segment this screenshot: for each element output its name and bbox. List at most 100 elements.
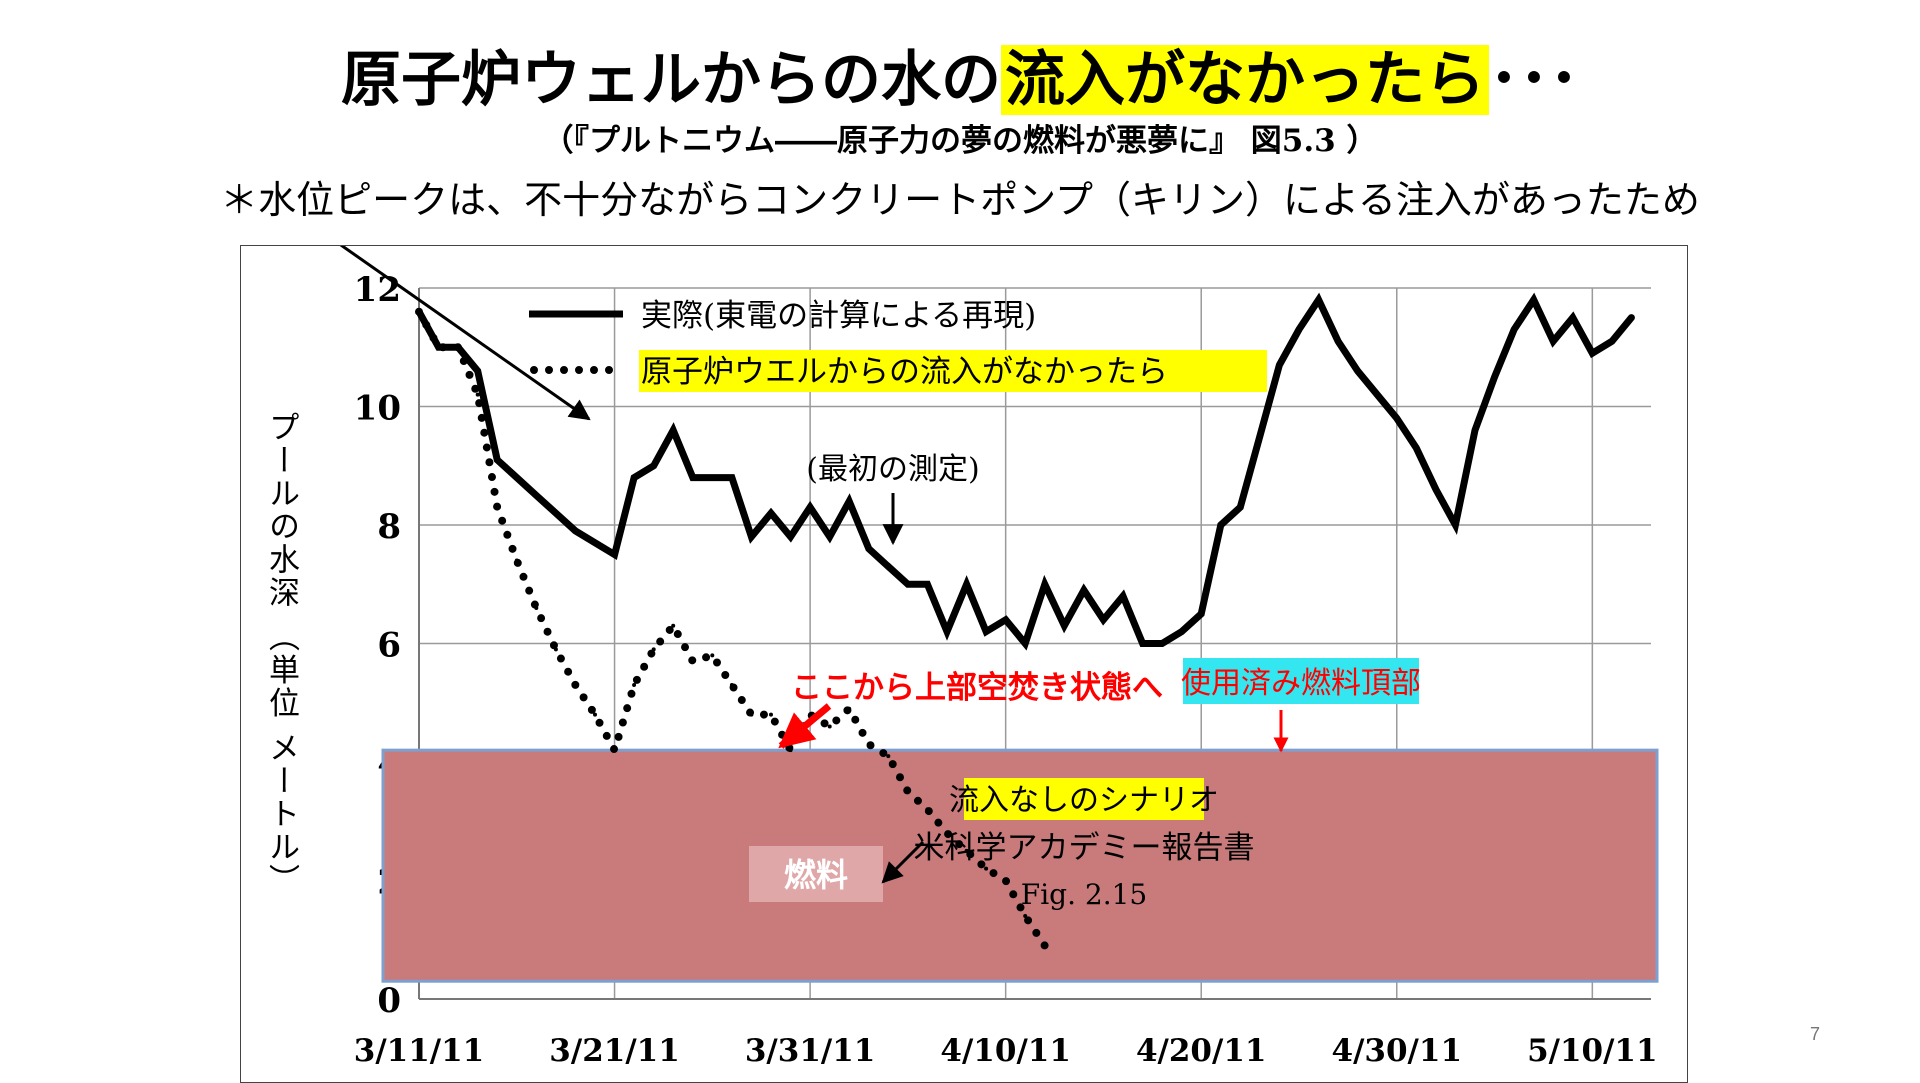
data-point (1023, 641, 1028, 646)
data-point (495, 505, 500, 510)
chart-frame: 0246810123/11/113/21/113/31/114/10/114/2… (240, 245, 1688, 1083)
data-point (1551, 339, 1556, 344)
data-point (1081, 588, 1086, 593)
data-point (593, 712, 597, 717)
fuel-top-highlight (1183, 658, 1419, 704)
y-axis-label: プールの水深 （単位 メートル） (263, 411, 300, 897)
data-point (456, 345, 461, 350)
data-point (1160, 641, 1165, 646)
data-point (984, 629, 989, 634)
data-point (808, 505, 813, 510)
peak-note-arrow (339, 246, 591, 421)
data-point (886, 754, 891, 759)
y-tick-label: 0 (377, 981, 401, 1021)
data-point (945, 831, 949, 836)
data-point (1570, 315, 1575, 320)
title-highlight: 流入がなかったら (1001, 45, 1489, 115)
data-point (1042, 582, 1047, 587)
data-point (1355, 369, 1360, 373)
data-point (1003, 878, 1008, 883)
data-point (945, 629, 949, 634)
data-point (1218, 523, 1223, 527)
data-point (514, 558, 519, 563)
data-point (671, 428, 676, 433)
data-point (964, 848, 969, 853)
fuel-label: 燃料 (784, 856, 848, 894)
data-point (1297, 327, 1301, 332)
data-point (1140, 641, 1145, 646)
data-point (866, 546, 871, 551)
data-point (573, 528, 578, 533)
data-point (886, 564, 891, 569)
data-point (749, 712, 754, 717)
data-point (690, 659, 695, 664)
slide-subtitle: （『プルトニウム――原子力の夢の燃料が悪夢に』 図5.3 ） (542, 123, 1378, 159)
data-point (436, 345, 441, 350)
data-point (710, 653, 715, 658)
x-tick-label: 3/11/11 (354, 1033, 485, 1069)
data-point (729, 475, 734, 480)
data-point (1238, 505, 1243, 510)
data-point (1179, 629, 1184, 634)
data-point (1375, 392, 1380, 397)
scenario-highlight (964, 778, 1204, 820)
y-tick-label: 6 (377, 626, 401, 666)
x-tick-label: 4/20/11 (1136, 1033, 1267, 1069)
scenario-arrow (881, 840, 925, 884)
dry-start-arrow (778, 703, 832, 749)
scenario-fig: Fig. 2.15 (1021, 878, 1147, 911)
data-point (905, 789, 910, 794)
data-point (690, 475, 695, 480)
data-point (964, 582, 969, 587)
data-point (1629, 315, 1634, 320)
data-point (632, 475, 637, 480)
data-point (769, 712, 773, 717)
data-point (1257, 434, 1262, 439)
data-point (1003, 617, 1008, 622)
data-point (1512, 327, 1517, 332)
dry-start-label: ここから上部空焚き状態へ (791, 670, 1163, 706)
data-point (475, 369, 480, 373)
data-point (495, 457, 500, 462)
x-tick-label: 4/10/11 (940, 1033, 1071, 1069)
data-point (671, 623, 676, 628)
data-point (1473, 428, 1477, 433)
data-point (1316, 297, 1321, 302)
data-point (1062, 623, 1067, 628)
data-point (769, 511, 773, 516)
data-point (808, 712, 813, 717)
data-point (651, 647, 656, 652)
title-pre: 原子炉ウェルからの水の (341, 45, 1001, 115)
legend-label-actual: 実際(東電の計算による再現) (641, 298, 1036, 334)
data-point (710, 475, 715, 480)
data-point (1414, 446, 1419, 450)
data-point (553, 511, 558, 516)
data-point (612, 748, 617, 753)
data-point (847, 706, 852, 711)
data-point (1609, 339, 1614, 344)
data-point (729, 683, 734, 687)
data-point (514, 475, 519, 480)
data-point (1199, 611, 1204, 616)
data-point (1433, 487, 1438, 492)
data-point (925, 807, 930, 812)
page-number: 7 (1809, 1024, 1820, 1044)
data-point (905, 582, 910, 587)
data-point (534, 493, 539, 498)
data-point (1042, 943, 1047, 948)
data-point (612, 552, 617, 557)
y-tick-label: 12 (354, 270, 401, 310)
data-point (1531, 297, 1536, 302)
data-point (788, 534, 793, 539)
x-tick-label: 5/10/11 (1527, 1033, 1658, 1069)
data-point (847, 499, 852, 504)
fuel-label-box (749, 846, 883, 902)
data-point (651, 463, 656, 468)
data-point (1453, 523, 1458, 527)
x-tick-label: 3/31/11 (745, 1033, 876, 1069)
scenario-source: 米科学アカデミー報告書 (914, 830, 1255, 866)
data-point (984, 866, 989, 871)
legend-label-no-inflow: 原子炉ウエルからの流入がなかったら (641, 354, 1168, 390)
data-point (749, 534, 754, 539)
data-point (1492, 374, 1497, 379)
